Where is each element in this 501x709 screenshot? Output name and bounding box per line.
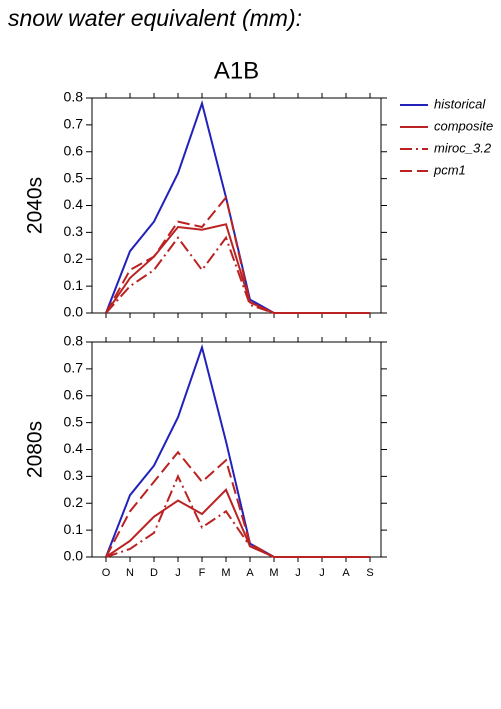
plot-frame [91, 97, 382, 314]
series-line [105, 223, 370, 314]
y-tick-label: 0.6 [64, 386, 84, 402]
y-tick-label: 0.0 [64, 548, 84, 564]
y-tick-label: 0.7 [64, 116, 84, 132]
x-tick-label: J [295, 567, 301, 579]
series-line [105, 99, 370, 314]
plot-frame [91, 341, 382, 558]
x-tick-label: M [221, 567, 230, 579]
x-tick-label: S [366, 567, 373, 579]
y-tick-label: 0.4 [64, 196, 84, 212]
y-tick-label: 0.4 [64, 440, 84, 456]
y-tick-label: 0.2 [64, 250, 84, 266]
legend-label: pcm1 [433, 162, 466, 177]
y-tick-label: 0.6 [64, 142, 84, 158]
series-line [105, 195, 370, 314]
y-tick-label: 0.8 [64, 333, 84, 349]
y-tick-label: 0.1 [64, 521, 84, 537]
series-line [105, 450, 370, 558]
x-tick-label: F [199, 567, 206, 579]
x-tick-label: J [175, 567, 181, 579]
figure-title: snow water equivalent (mm): [8, 5, 302, 31]
series-line [105, 473, 370, 558]
y-tick-label: 0.5 [64, 169, 84, 185]
x-tick-label: A [246, 567, 254, 579]
y-axis-label: 2080s [24, 421, 47, 478]
x-tick-label: J [319, 567, 325, 579]
chart-title: A1B [214, 57, 259, 84]
y-tick-label: 0.2 [64, 494, 84, 510]
y-tick-label: 0.5 [64, 413, 84, 429]
legend-label: miroc_3.2 [434, 140, 492, 155]
y-tick-label: 0.0 [64, 304, 84, 320]
x-tick-label: O [102, 567, 111, 579]
x-tick-label: N [126, 567, 134, 579]
y-tick-label: 0.7 [64, 360, 84, 376]
legend-label: historical [434, 96, 486, 111]
x-tick-label: D [150, 567, 158, 579]
y-axis-label: 2040s [24, 177, 47, 234]
legend-label: composite [434, 118, 493, 133]
x-tick-label: M [269, 567, 278, 579]
y-tick-label: 0.8 [64, 89, 84, 105]
y-tick-label: 0.3 [64, 467, 84, 483]
y-tick-label: 0.3 [64, 223, 84, 239]
x-tick-label: A [342, 567, 350, 579]
y-tick-label: 0.1 [64, 277, 84, 293]
